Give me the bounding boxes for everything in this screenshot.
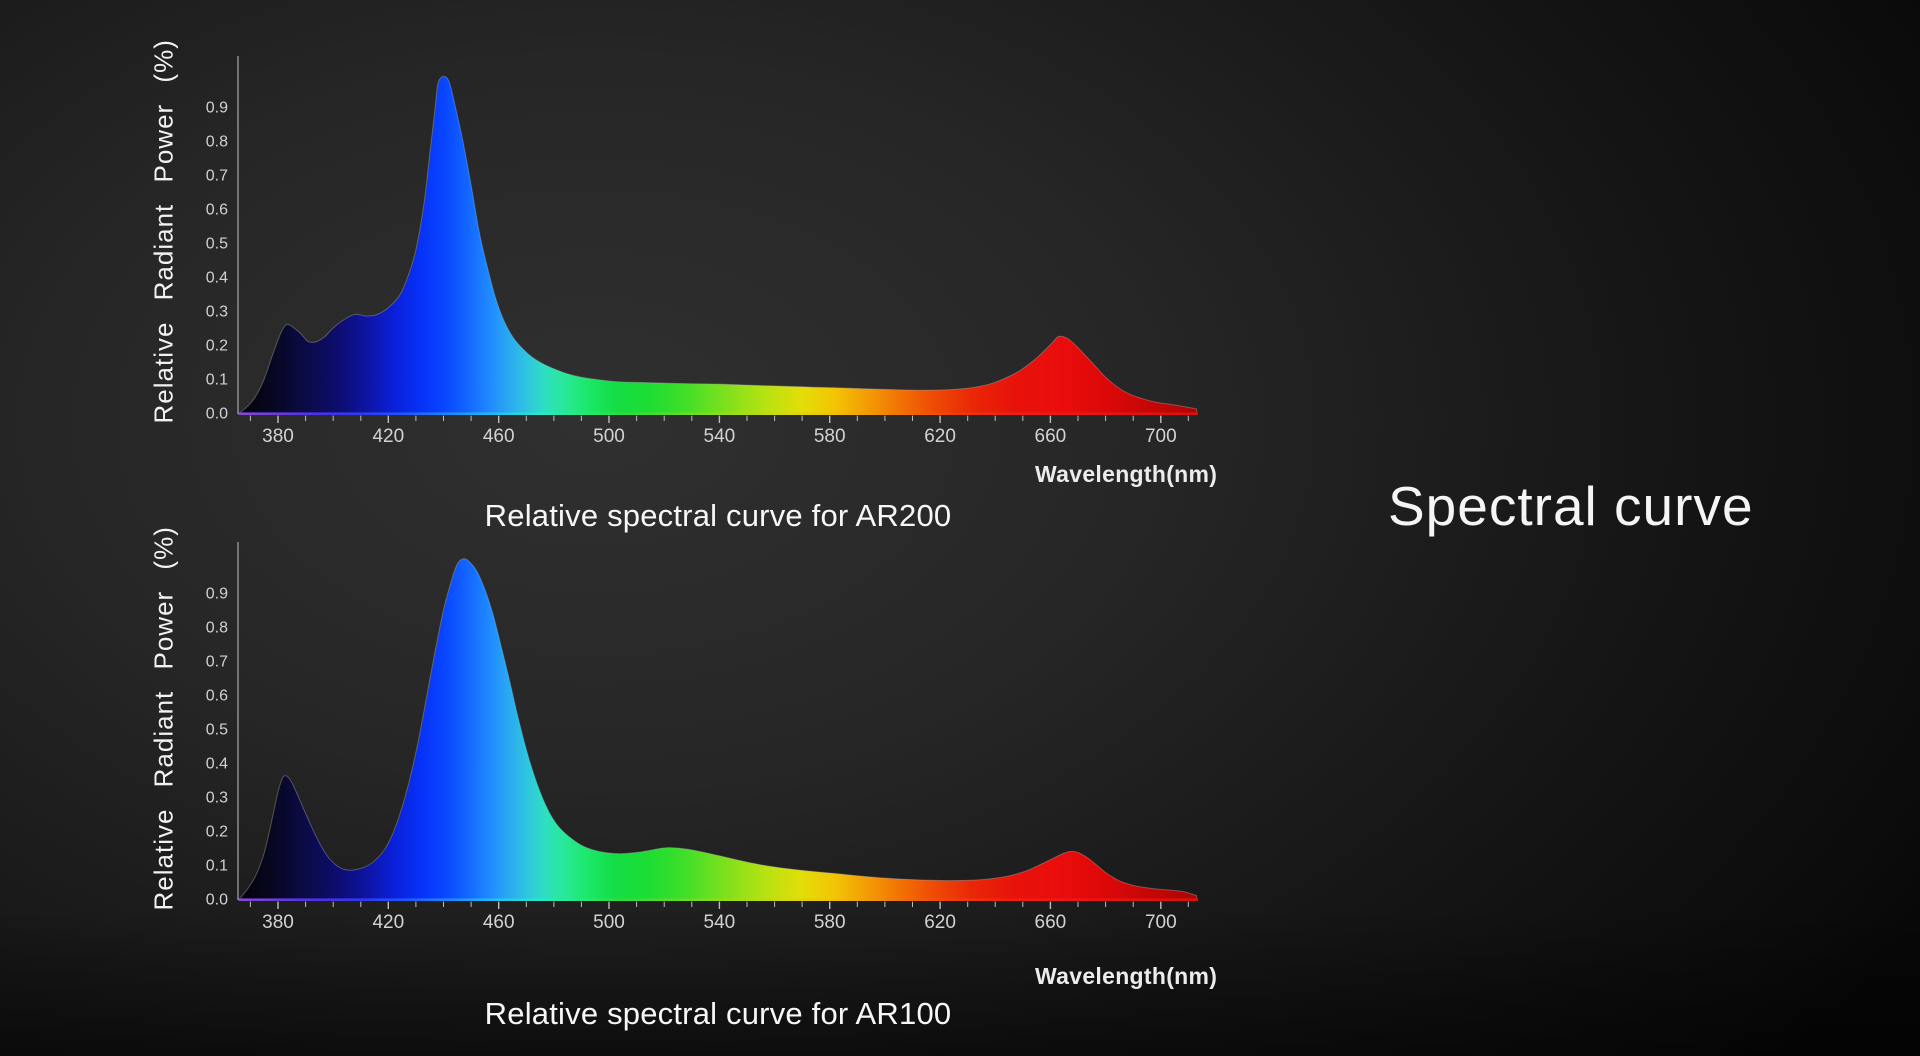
svg-text:700: 700 xyxy=(1145,912,1177,933)
x-ticks xyxy=(249,415,1189,423)
y-tick-labels: 0.9 0.8 0.7 0.6 0.5 0.4 0.3 0.2 0.1 0.0 xyxy=(206,100,228,423)
svg-text:0.5: 0.5 xyxy=(206,236,228,253)
spectral-area xyxy=(238,558,1198,900)
svg-text:0.8: 0.8 xyxy=(206,134,228,151)
chart-caption-ar200: Relative spectral curve for AR200 xyxy=(484,498,952,533)
svg-text:580: 580 xyxy=(814,426,846,447)
svg-text:660: 660 xyxy=(1035,426,1067,447)
x-ticks xyxy=(249,901,1189,909)
svg-text:540: 540 xyxy=(704,912,736,933)
svg-text:0.9: 0.9 xyxy=(206,100,228,117)
spectral-plot-ar200: 380 420 460 500 540 580 620 660 7000.90.80.70.60… xyxy=(206,56,1198,447)
svg-text:0.5: 0.5 xyxy=(206,722,228,739)
svg-text:0.6: 0.6 xyxy=(206,688,228,705)
svg-text:0.8: 0.8 xyxy=(206,620,228,637)
svg-text:0.6: 0.6 xyxy=(206,202,228,219)
svg-text:0.2: 0.2 xyxy=(206,824,228,841)
x-tick-labels: 380 420 460 500 540 580 620 660 700 xyxy=(262,912,1177,933)
svg-text:580: 580 xyxy=(814,912,846,933)
y-tick-labels: 0.9 0.8 0.7 0.6 0.5 0.4 0.3 0.2 0.1 0.0 xyxy=(206,586,228,909)
svg-text:0.0: 0.0 xyxy=(206,892,228,909)
spectral-area xyxy=(237,75,1198,414)
svg-text:0.4: 0.4 xyxy=(206,270,228,287)
svg-text:0.7: 0.7 xyxy=(206,654,228,671)
page-title: Spectral curve xyxy=(1388,475,1754,537)
svg-text:0.1: 0.1 xyxy=(206,372,228,389)
spectrum-axis-strip xyxy=(238,412,1198,415)
spectral-plot-ar100: 380 420 460 500 540 580 620 660 7000.90.80.70.60… xyxy=(206,542,1198,933)
svg-text:0.4: 0.4 xyxy=(206,756,228,773)
svg-text:0.1: 0.1 xyxy=(206,858,228,875)
svg-text:0.9: 0.9 xyxy=(206,586,228,603)
svg-text:380: 380 xyxy=(262,912,294,933)
svg-text:0.0: 0.0 xyxy=(206,406,228,423)
svg-text:0.3: 0.3 xyxy=(206,790,228,807)
svg-text:380: 380 xyxy=(262,426,294,447)
svg-text:620: 620 xyxy=(924,912,956,933)
x-tick-labels: 380 420 460 500 540 580 620 660 700 xyxy=(262,426,1177,447)
chart-caption-ar100: Relative spectral curve for AR100 xyxy=(484,996,952,1031)
x-axis-title-ar100: Wavelength(nm) xyxy=(1035,963,1218,989)
svg-text:420: 420 xyxy=(372,912,404,933)
svg-text:0.3: 0.3 xyxy=(206,304,228,321)
spectrum-axis-strip xyxy=(238,898,1198,901)
svg-text:420: 420 xyxy=(372,426,404,447)
svg-text:0.2: 0.2 xyxy=(206,338,228,355)
svg-text:620: 620 xyxy=(924,426,956,447)
svg-text:540: 540 xyxy=(704,426,736,447)
svg-text:460: 460 xyxy=(483,426,515,447)
svg-text:460: 460 xyxy=(483,912,515,933)
svg-text:500: 500 xyxy=(593,912,625,933)
svg-text:660: 660 xyxy=(1035,912,1067,933)
x-axis-title-ar200: Wavelength(nm) xyxy=(1035,461,1218,487)
svg-text:700: 700 xyxy=(1145,426,1177,447)
svg-text:500: 500 xyxy=(593,426,625,447)
svg-text:0.7: 0.7 xyxy=(206,168,228,185)
